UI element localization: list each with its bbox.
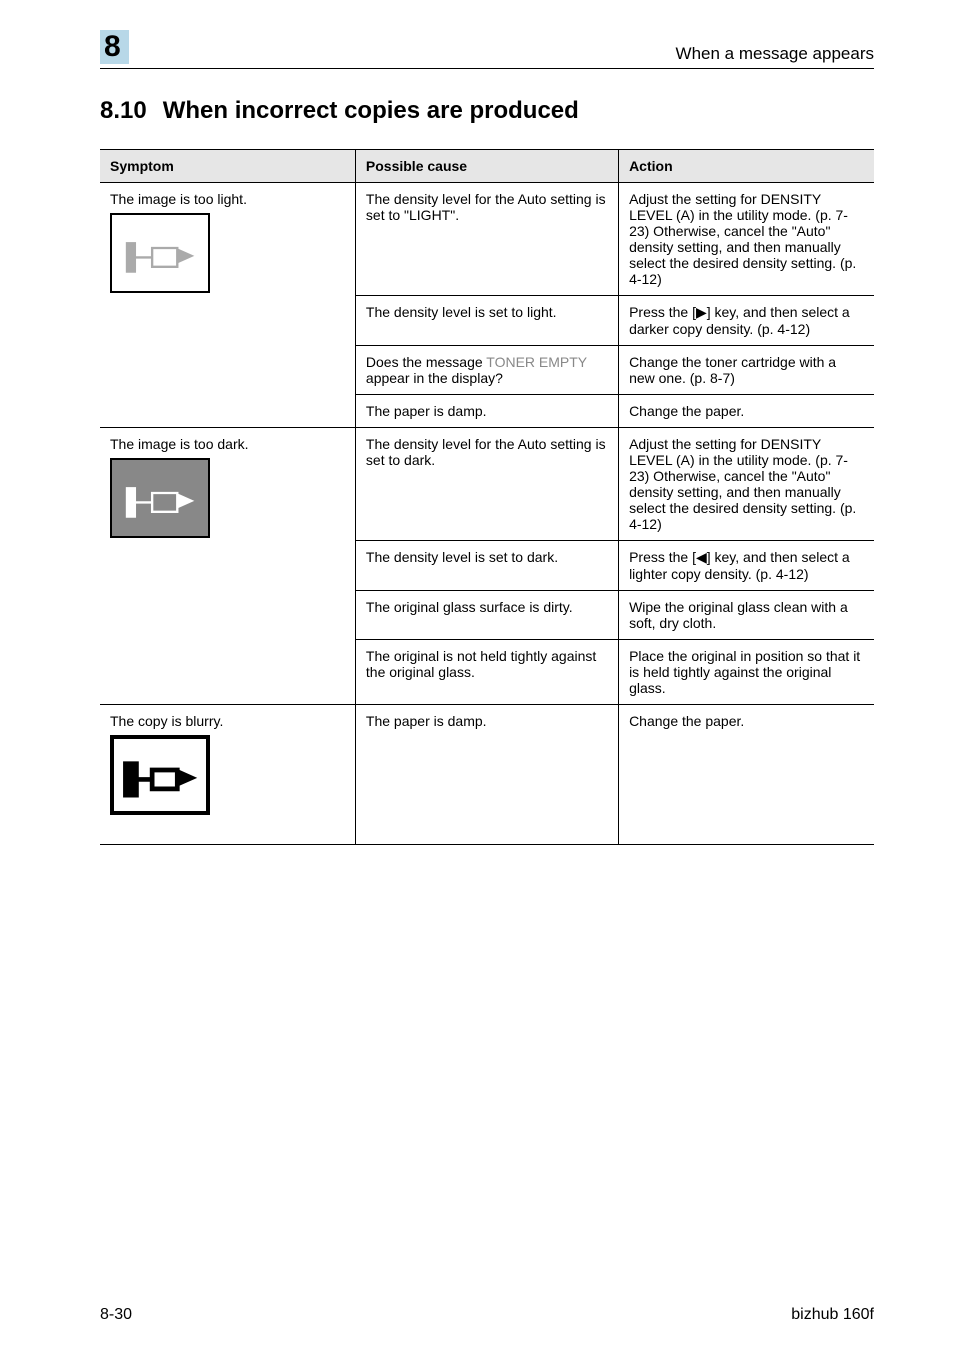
action-cell: Place the original in position so that i… bbox=[619, 640, 874, 705]
chapter-number-badge: 8 bbox=[100, 30, 129, 64]
cause-cell: The paper is damp. bbox=[355, 705, 618, 845]
action-cell: Change the paper. bbox=[619, 395, 874, 428]
hand-pointing-icon bbox=[120, 748, 200, 803]
section-number: 8.10 bbox=[100, 97, 147, 124]
cause-cell: The density level for the Auto setting i… bbox=[355, 428, 618, 541]
table-row: The image is too dark. The density level… bbox=[100, 428, 874, 541]
symptom-thumb-blurry bbox=[110, 735, 210, 815]
table-row: The copy is blurry. The paper is damp. C… bbox=[100, 705, 874, 845]
symptom-cell: The copy is blurry. bbox=[100, 705, 355, 845]
chapter-title: When a message appears bbox=[676, 44, 874, 64]
col-header-cause: Possible cause bbox=[355, 150, 618, 183]
action-cell: Press the [▶] key, and then select a dar… bbox=[619, 296, 874, 346]
symptom-cell: The image is too dark. bbox=[100, 428, 355, 705]
symptom-cell: The image is too light. bbox=[100, 183, 355, 428]
cause-text-prefix: Does the message bbox=[366, 354, 486, 370]
cause-cell: Does the message TONER EMPTY appear in t… bbox=[355, 346, 618, 395]
cause-cell: The density level is set to dark. bbox=[355, 541, 618, 591]
footer-page-number: 8-30 bbox=[100, 1306, 132, 1324]
symptom-text: The image is too light. bbox=[110, 191, 247, 207]
symptom-thumb-light bbox=[110, 213, 210, 293]
symptom-text: The copy is blurry. bbox=[110, 713, 223, 729]
cause-cell: The original is not held tightly against… bbox=[355, 640, 618, 705]
action-cell: Change the paper. bbox=[619, 705, 874, 845]
cause-text-grey: TONER EMPTY bbox=[486, 354, 587, 370]
cause-text-suffix: appear in the display? bbox=[366, 370, 503, 386]
table-row: The image is too light. The density leve… bbox=[100, 183, 874, 296]
section-title-text: When incorrect copies are produced bbox=[163, 97, 579, 124]
cause-cell: The paper is damp. bbox=[355, 395, 618, 428]
action-cell: Change the toner cartridge with a new on… bbox=[619, 346, 874, 395]
action-cell: Adjust the setting for DENSITY LEVEL (A)… bbox=[619, 428, 874, 541]
cause-cell: The density level for the Auto setting i… bbox=[355, 183, 618, 296]
hand-pointing-icon bbox=[120, 226, 200, 281]
symptom-text: The image is too dark. bbox=[110, 436, 249, 452]
page-header: 8 When a message appears bbox=[100, 30, 874, 69]
footer-product-name: bizhub 160f bbox=[791, 1306, 874, 1324]
col-header-action: Action bbox=[619, 150, 874, 183]
action-cell: Adjust the setting for DENSITY LEVEL (A)… bbox=[619, 183, 874, 296]
cause-cell: The original glass surface is dirty. bbox=[355, 591, 618, 640]
col-header-symptom: Symptom bbox=[100, 150, 355, 183]
action-cell: Press the [◀] key, and then select a lig… bbox=[619, 541, 874, 591]
section-heading: 8.10 When incorrect copies are produced bbox=[100, 97, 874, 125]
action-cell: Wipe the original glass clean with a sof… bbox=[619, 591, 874, 640]
hand-pointing-icon bbox=[120, 471, 200, 526]
cause-cell: The density level is set to light. bbox=[355, 296, 618, 346]
page-footer: 8-30 bizhub 160f bbox=[100, 1306, 874, 1324]
troubleshooting-table: Symptom Possible cause Action The image … bbox=[100, 149, 874, 845]
symptom-thumb-dark bbox=[110, 458, 210, 538]
